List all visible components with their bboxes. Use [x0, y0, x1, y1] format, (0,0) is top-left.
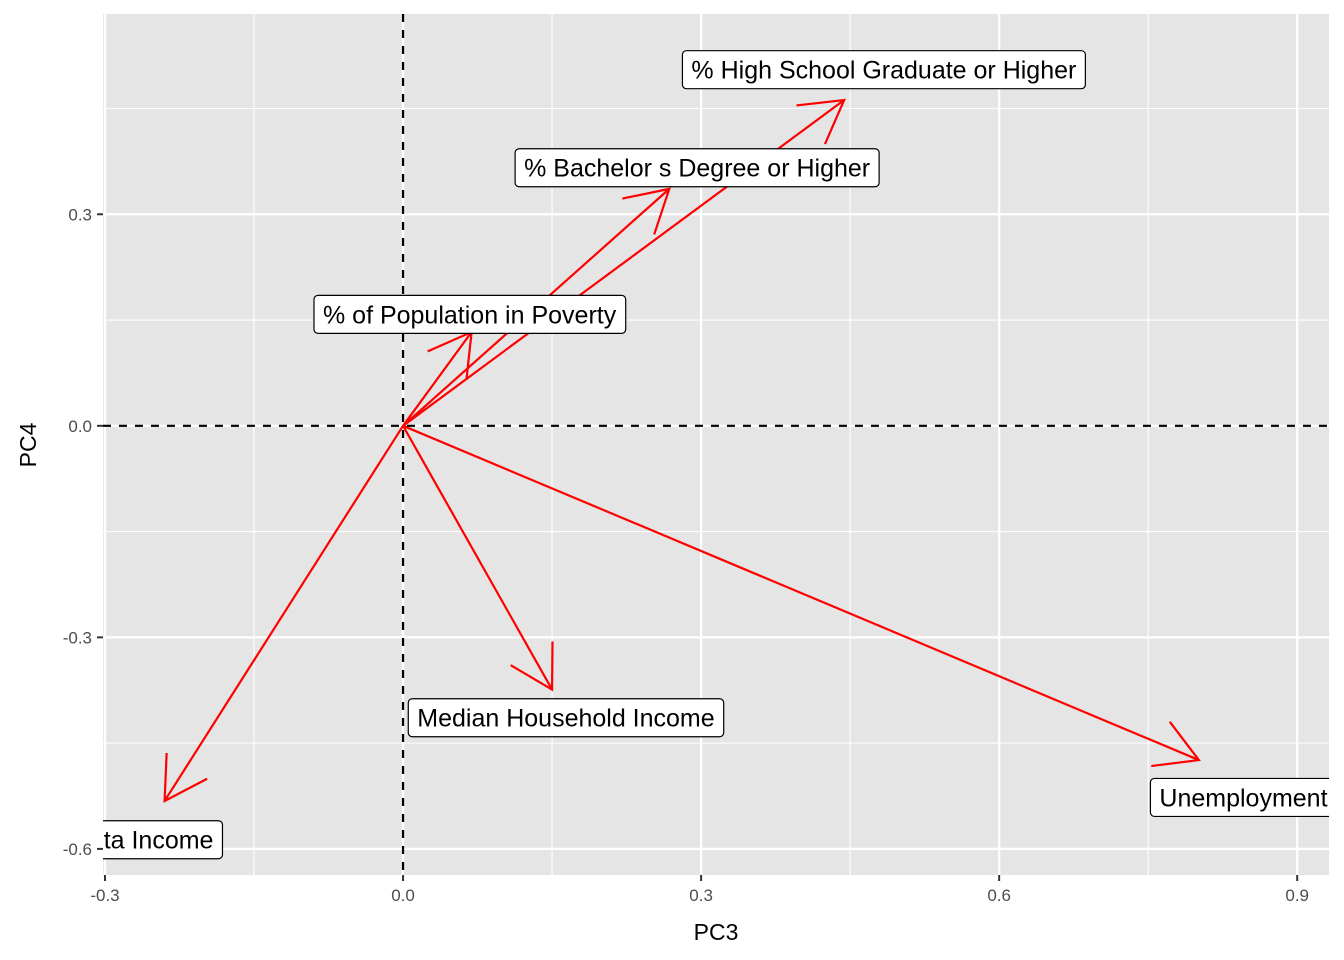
plot-panel: [103, 14, 1329, 875]
x-tick-label: 0.3: [689, 886, 713, 905]
arrow-median-household-income: [402, 425, 554, 692]
label-high-school-graduate-or-higher: % High School Graduate or Higher: [681, 50, 1086, 90]
label-median-household-income: Median Household Income: [407, 698, 725, 738]
y-axis: -0.6 -0.3 0.0 0.3: [63, 205, 103, 859]
label-of-population-in-poverty: % of Population in Poverty: [313, 294, 627, 334]
label-box: [1149, 777, 1329, 818]
arrow-head: [510, 641, 554, 692]
arrow-head: [622, 187, 671, 235]
x-tick-label: 0.6: [987, 886, 1011, 905]
label-per-capita-income: Per Capita Income: [6, 820, 224, 860]
label-text: % of Population in Poverty: [323, 301, 617, 329]
arrow-per-capita-income: [163, 425, 404, 803]
reference-lines: [103, 14, 1329, 875]
label-text: Per Capita Income: [6, 827, 213, 855]
arrow-shaft: [402, 425, 554, 691]
label-bachelor-s-degree-or-higher: % Bachelor s Degree or Higher: [514, 148, 880, 188]
arrow-shaft: [402, 331, 473, 427]
label-text: % High School Graduate or Higher: [691, 57, 1076, 85]
arrow-shaft: [402, 424, 1200, 762]
label-text: % Bachelor s Degree or Higher: [524, 155, 870, 183]
arrow-head: [1151, 721, 1201, 768]
x-axis-title: PC3: [694, 919, 739, 945]
label-text: Unemployment Rate: [1159, 784, 1344, 812]
arrow-head: [796, 98, 846, 145]
x-tick-label: 0.9: [1285, 886, 1309, 905]
arrow-unemployment-rate: [402, 424, 1201, 768]
label-text: Median Household Income: [417, 705, 714, 733]
label-box: [407, 698, 725, 738]
label-box: [103, 820, 224, 860]
y-axis-title: PC4: [15, 422, 41, 467]
label-box: [514, 148, 880, 188]
label-unemployment-rate: Unemployment Rate: [1149, 777, 1344, 818]
variable-labels: % High School Graduate or Higher % Bachel…: [6, 50, 1344, 860]
x-tick-label: 0.0: [391, 886, 415, 905]
y-tick-label: -0.6: [63, 840, 92, 859]
arrow-shaft: [163, 425, 404, 802]
y-tick-label: 0.0: [68, 417, 92, 436]
label-box: [313, 294, 627, 334]
y-tick-label: 0.3: [68, 205, 92, 224]
x-axis: -0.3 0.0 0.3 0.6 0.9: [90, 875, 1309, 905]
arrow-head: [163, 752, 208, 803]
y-tick-label: -0.3: [63, 628, 92, 647]
label-box: [681, 50, 1086, 90]
x-tick-label: -0.3: [90, 886, 119, 905]
